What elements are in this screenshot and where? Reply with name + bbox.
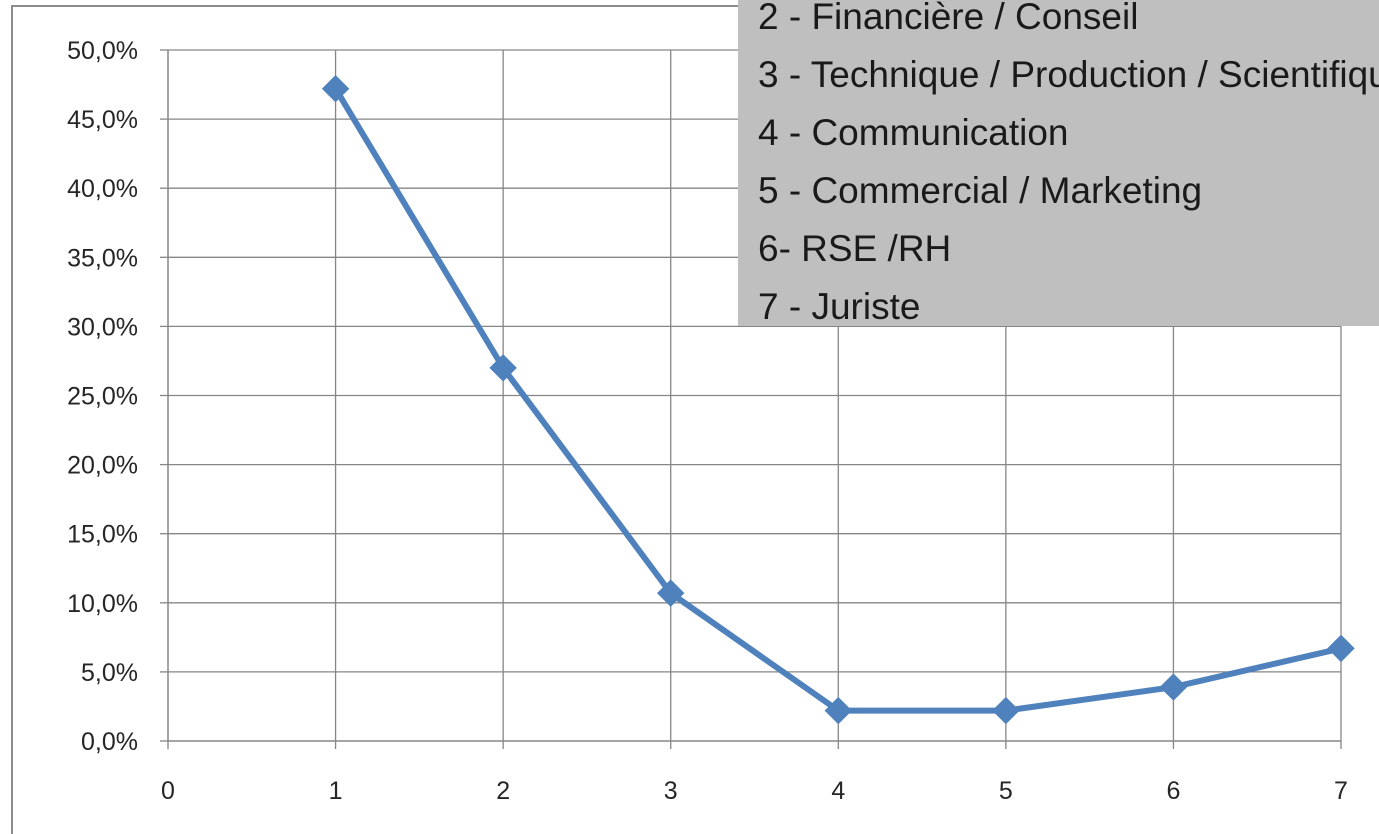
data-point-marker <box>824 696 852 725</box>
y-tick-label: 10,0% <box>67 590 138 618</box>
data-point-marker <box>321 74 350 103</box>
x-tick-labels: 0 1 2 3 4 5 6 7 <box>161 777 1348 805</box>
y-tick-label: 0,0% <box>81 728 138 756</box>
axis-layer <box>160 49 1342 749</box>
data-point-marker <box>657 579 685 607</box>
legend-line-communication: 4 - Communication <box>758 112 1069 153</box>
y-tick-label: 20,0% <box>67 452 138 480</box>
data-point-marker <box>1159 673 1188 701</box>
x-tick-label: 4 <box>831 777 845 805</box>
y-tick-label: 30,0% <box>67 313 138 341</box>
data-point-marker <box>992 696 1020 725</box>
data-point-marker <box>1327 634 1355 663</box>
y-tick-label: 50,0% <box>67 37 138 65</box>
legend-line-rse-rh: 6- RSE /RH <box>758 228 952 269</box>
y-tick-label: 15,0% <box>67 521 138 549</box>
x-tick-label: 2 <box>496 777 510 805</box>
y-tick-label: 35,0% <box>67 244 138 272</box>
x-tick-label: 3 <box>664 777 678 805</box>
x-tick-label: 5 <box>999 777 1013 805</box>
y-tick-labels: 0,0% 5,0% 10,0% 15,0% 20,0% 25,0% 30,0% 35,0% 40… <box>67 37 138 756</box>
legend-line-technique: 3 - Technique / Production / Scientifiqu… <box>758 54 1379 95</box>
chart-frame <box>11 5 1379 834</box>
x-tick-label: 0 <box>161 777 175 805</box>
y-tick-label: 40,0% <box>67 175 138 203</box>
x-tick-label: 7 <box>1334 777 1348 805</box>
x-tick-label: 1 <box>329 777 343 805</box>
legend-line-commercial: 5 - Commercial / Marketing <box>758 170 1203 211</box>
legend-line-juriste: 7 - Juriste <box>758 286 921 326</box>
x-tick-label: 6 <box>1166 777 1180 805</box>
category-legend-box: 2 - Financière / Conseil 3 - Technique /… <box>738 0 1379 326</box>
data-point-marker <box>489 354 517 382</box>
legend-line-financiere: 2 - Financière / Conseil <box>758 0 1139 37</box>
series-layer <box>321 74 1355 725</box>
y-tick-label: 45,0% <box>67 106 138 134</box>
y-tick-label: 5,0% <box>81 659 138 687</box>
y-tick-label: 25,0% <box>67 383 138 411</box>
